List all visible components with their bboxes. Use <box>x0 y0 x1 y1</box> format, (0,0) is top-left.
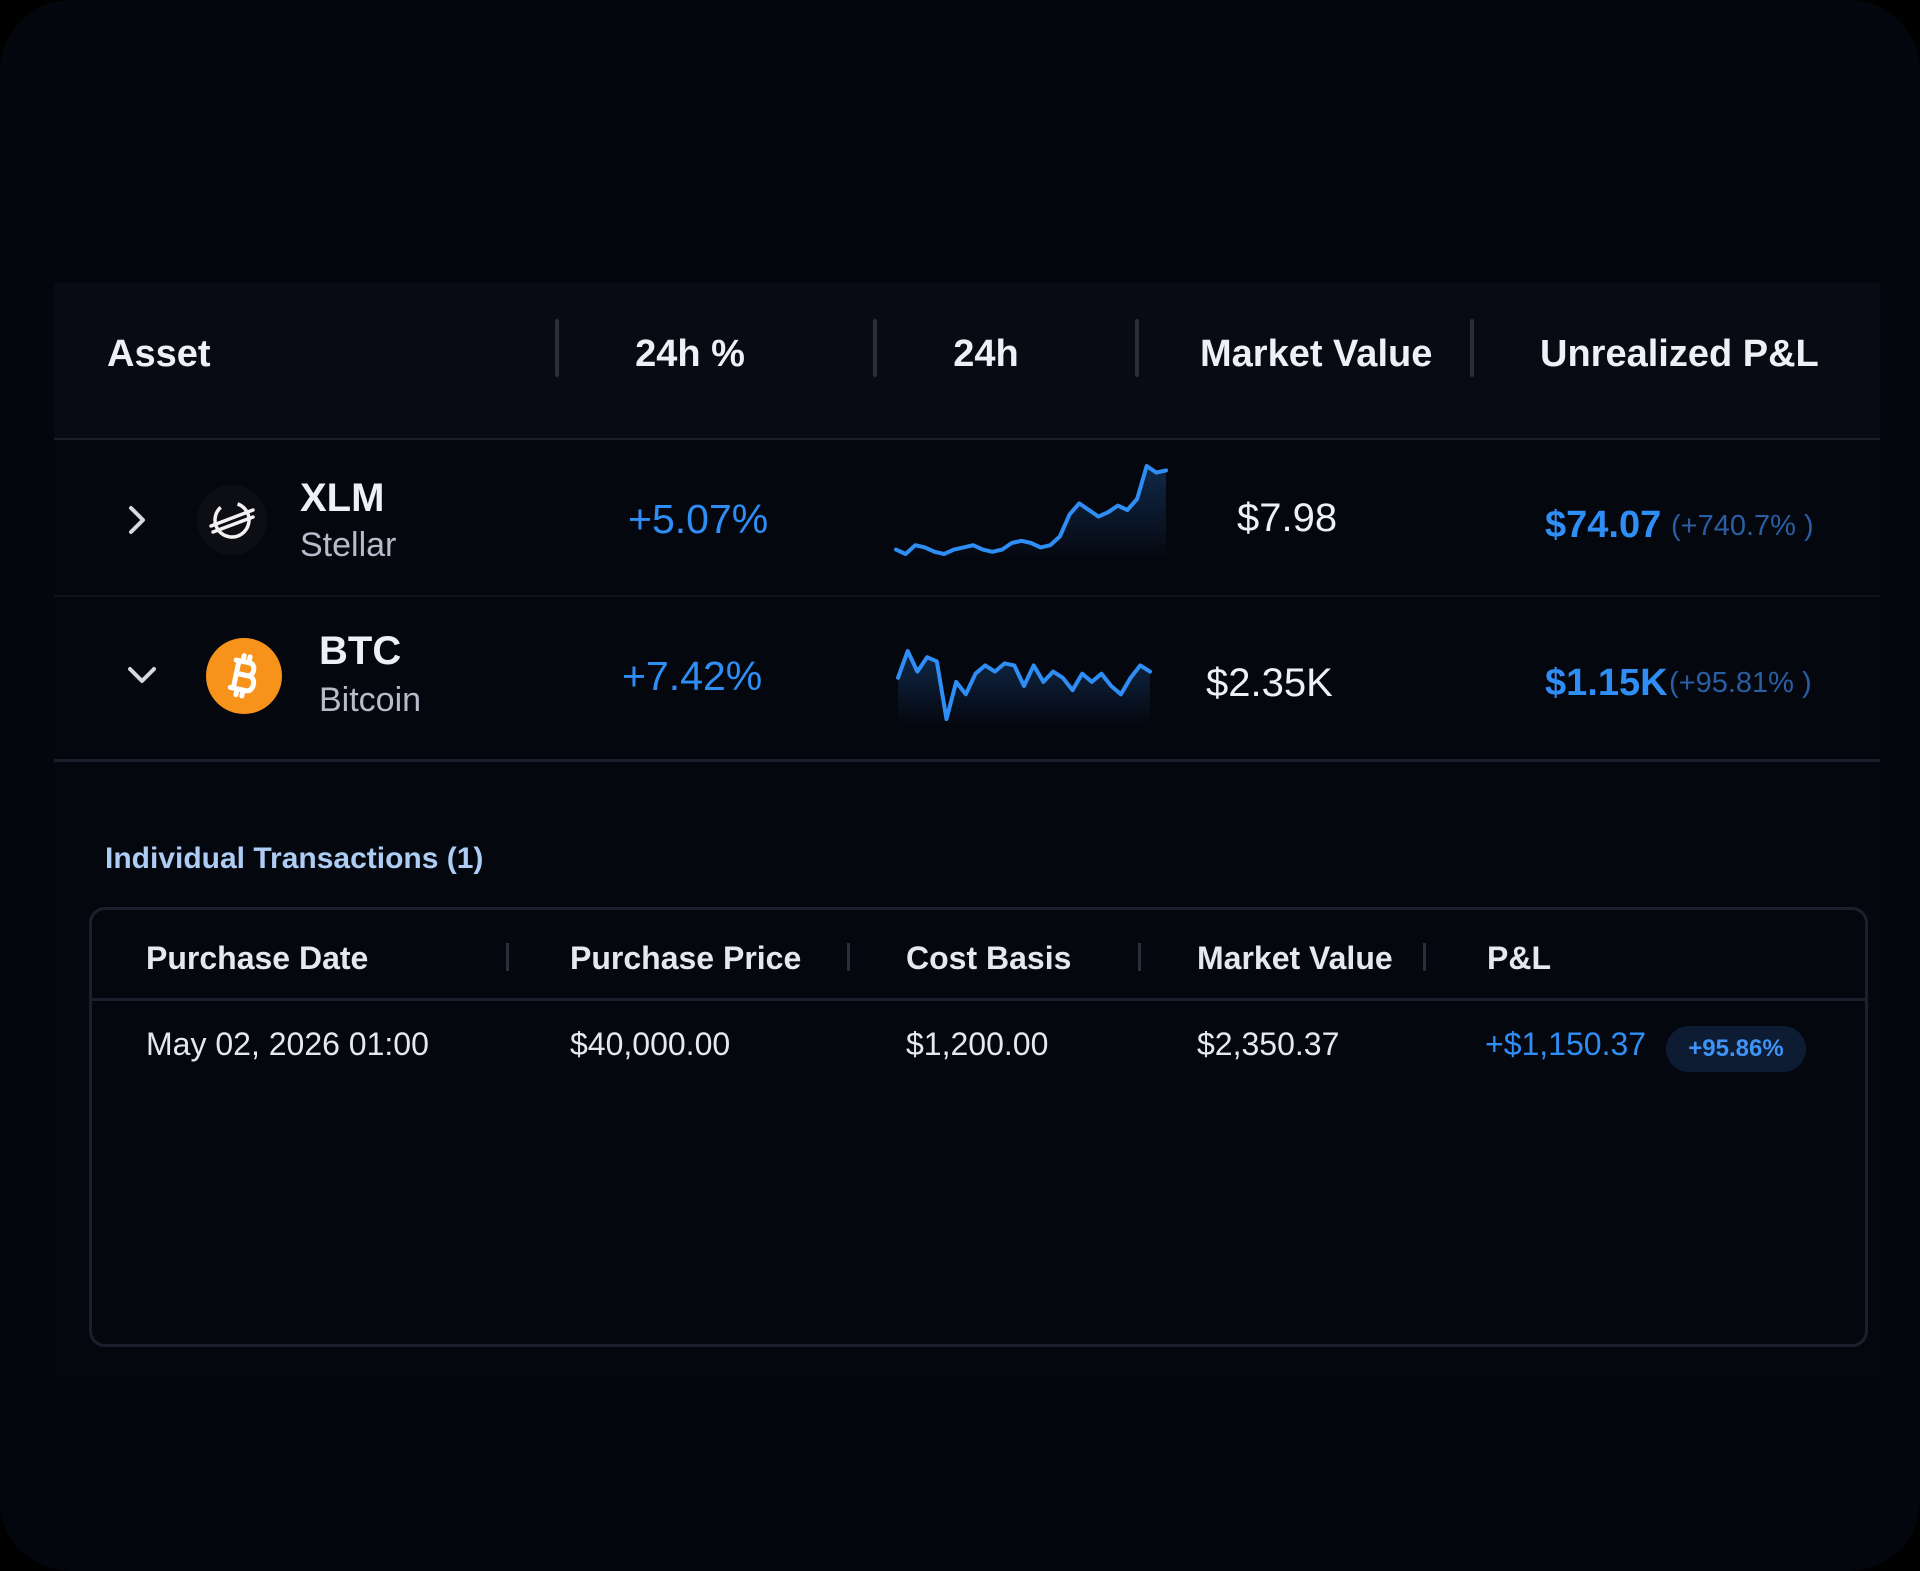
column-header-asset[interactable]: Asset <box>107 333 211 375</box>
assets-table-header: Asset 24h % 24h Market Value Unrealized … <box>54 283 1880 441</box>
market-value: $2,350.37 <box>1197 1026 1340 1062</box>
column-header-market-value[interactable]: Market Value <box>1197 940 1393 976</box>
asset-row-btc[interactable]: BTC Bitcoin +7.42% $2.35K $1.15K (+95.81… <box>54 597 1880 762</box>
asset-row-xlm[interactable]: XLM Stellar +5.07% $7.98 $74.07 (+740.7%… <box>54 440 1880 597</box>
sparkline-area <box>896 466 1166 560</box>
column-header-purchase-price[interactable]: Purchase Price <box>570 940 802 976</box>
column-resize-handle[interactable] <box>847 943 850 971</box>
transactions-title: Individual Transactions (1) <box>105 842 484 875</box>
column-header-unrealized-pnl[interactable]: Unrealized P&L <box>1540 333 1819 375</box>
change-24h: +5.07% <box>628 496 769 542</box>
chevron-down-icon[interactable] <box>125 658 159 692</box>
column-header-cost-basis[interactable]: Cost Basis <box>906 940 1072 976</box>
unrealized-pnl-percent: (+95.81% ) <box>1669 667 1812 699</box>
sparkline-chart <box>896 649 1152 725</box>
transactions-table-header: Purchase Date Purchase Price Cost Basis … <box>92 910 1865 1001</box>
column-resize-handle[interactable] <box>1135 319 1139 377</box>
column-header-pnl[interactable]: P&L <box>1487 940 1551 976</box>
column-resize-handle[interactable] <box>1138 943 1141 971</box>
chevron-right-icon[interactable] <box>120 503 154 537</box>
column-resize-handle[interactable] <box>555 319 559 377</box>
market-value: $2.35K <box>1206 661 1333 705</box>
asset-name: Stellar <box>300 526 397 564</box>
column-header-24h-chart[interactable]: 24h <box>953 333 1019 375</box>
column-header-market-value[interactable]: Market Value <box>1200 333 1433 375</box>
transactions-table: Purchase Date Purchase Price Cost Basis … <box>89 907 1868 1347</box>
column-resize-handle[interactable] <box>873 319 877 377</box>
sparkline-line <box>894 464 1168 556</box>
sparkline-chart <box>894 464 1168 560</box>
asset-name: Bitcoin <box>319 681 422 719</box>
purchase-date: May 02, 2026 01:00 <box>146 1026 429 1062</box>
market-value: $7.98 <box>1237 496 1338 540</box>
pnl-value: +$1,150.37 <box>1485 1026 1647 1062</box>
purchase-price: $40,000.00 <box>570 1026 731 1062</box>
pnl-percent-badge: +95.86% <box>1666 1026 1806 1072</box>
column-resize-handle[interactable] <box>506 943 509 971</box>
column-resize-handle[interactable] <box>1423 943 1426 971</box>
cost-basis: $1,200.00 <box>906 1026 1049 1062</box>
unrealized-pnl-percent: (+740.7% ) <box>1671 510 1814 542</box>
sparkline-line <box>896 649 1152 721</box>
bitcoin-icon <box>206 638 282 714</box>
asset-symbol: XLM <box>300 476 385 520</box>
column-header-purchase-date[interactable]: Purchase Date <box>146 940 369 976</box>
unrealized-pnl: $1.15K <box>1545 662 1668 704</box>
stellar-icon <box>197 485 267 555</box>
unrealized-pnl: $74.07 <box>1545 504 1662 546</box>
column-resize-handle[interactable] <box>1470 319 1474 377</box>
change-24h: +7.42% <box>622 653 763 699</box>
column-header-24h-percent[interactable]: 24h % <box>635 333 745 375</box>
asset-symbol: BTC <box>319 629 402 673</box>
